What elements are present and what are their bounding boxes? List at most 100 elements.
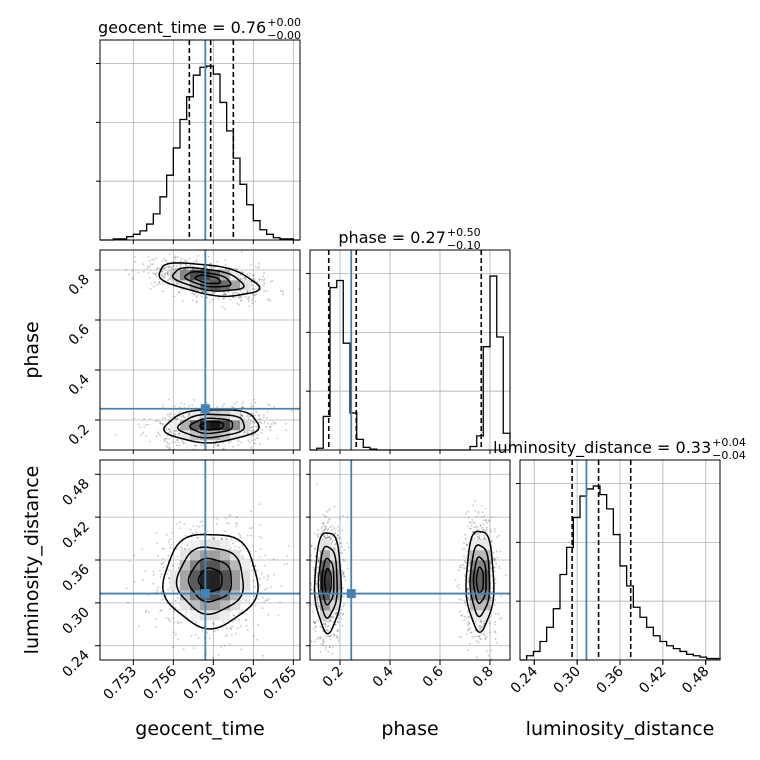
sample-point	[313, 533, 316, 535]
density-cell	[230, 570, 241, 581]
sample-point	[192, 299, 195, 302]
sample-point	[480, 505, 483, 507]
sample-point	[479, 637, 481, 640]
sample-point	[322, 514, 325, 517]
sample-point	[195, 259, 198, 262]
sample-point	[329, 534, 332, 536]
sample-point	[156, 589, 158, 591]
sample-point	[166, 443, 169, 445]
sample-point	[460, 636, 462, 639]
sample-point	[157, 281, 160, 284]
sample-point	[191, 404, 194, 406]
contour-line	[184, 270, 232, 288]
sample-point	[189, 264, 192, 267]
sample-point	[314, 547, 317, 550]
sample-point	[253, 429, 256, 432]
sample-point	[308, 632, 310, 634]
sample-point	[291, 409, 294, 412]
sample-point	[174, 599, 177, 602]
sample-point	[316, 638, 319, 641]
sample-point	[162, 561, 165, 564]
sample-point	[238, 546, 241, 549]
sample-point	[152, 272, 155, 275]
sample-point	[490, 613, 493, 616]
sample-point	[161, 598, 164, 601]
sample-point	[325, 527, 327, 530]
sample-point	[163, 277, 166, 279]
title-upper-error: +0.00	[267, 16, 301, 29]
sample-point	[228, 441, 230, 444]
sample-point	[188, 257, 191, 260]
sample-point	[152, 582, 154, 585]
sample-point	[329, 536, 332, 538]
sample-point	[240, 648, 243, 651]
sample-point	[316, 599, 319, 602]
sample-point	[265, 425, 267, 428]
sample-point	[143, 426, 146, 428]
density-cell	[190, 420, 201, 431]
sample-point	[170, 436, 173, 439]
sample-point	[248, 272, 251, 275]
density-cell	[170, 270, 181, 281]
sample-point	[485, 528, 488, 531]
sample-point	[195, 621, 197, 624]
sample-point	[481, 526, 483, 529]
sample-point	[463, 542, 465, 545]
sample-point	[481, 511, 484, 514]
sample-point	[307, 567, 309, 569]
sample-point	[255, 411, 258, 413]
sample-point	[314, 622, 317, 624]
sample-point	[466, 649, 469, 651]
x-tick-label: 0.8	[470, 664, 497, 691]
sample-point	[225, 538, 228, 541]
sample-point	[246, 432, 249, 435]
sample-point	[323, 529, 326, 532]
sample-point	[325, 645, 327, 648]
sample-point	[179, 266, 182, 268]
sample-point	[500, 617, 503, 619]
sample-point	[156, 267, 159, 270]
sample-point	[313, 560, 316, 562]
sample-point	[242, 400, 245, 403]
sample-point	[171, 531, 174, 534]
sample-point	[173, 433, 176, 435]
sample-point	[490, 649, 493, 652]
sample-point	[183, 547, 186, 550]
sample-point	[232, 293, 234, 296]
sample-point	[229, 513, 232, 516]
sample-point	[234, 291, 237, 294]
sample-point	[250, 412, 253, 415]
sample-point	[182, 648, 185, 651]
sample-point	[336, 534, 339, 537]
sample-point	[263, 576, 265, 579]
sample-point	[214, 291, 216, 294]
sample-point	[326, 510, 328, 513]
sample-point	[188, 405, 191, 407]
density-cell	[480, 580, 491, 591]
density-cell	[320, 550, 331, 561]
sample-point	[469, 627, 472, 629]
sample-point	[311, 560, 313, 562]
sample-point	[260, 422, 263, 424]
sample-point	[238, 611, 241, 614]
sample-point	[483, 519, 485, 522]
contour-line	[199, 420, 225, 431]
sample-point	[168, 413, 171, 415]
sample-point	[251, 434, 254, 436]
sample-point	[317, 636, 320, 639]
y-axis-label: phase	[21, 321, 43, 378]
sample-point	[168, 577, 171, 580]
sample-point	[466, 628, 469, 631]
sample-point	[325, 516, 328, 518]
density-cell	[190, 410, 201, 421]
sample-point	[494, 528, 496, 531]
sample-point	[223, 447, 225, 450]
sample-point	[467, 597, 469, 599]
sample-point	[465, 556, 467, 559]
sample-point	[259, 584, 261, 587]
sample-point	[499, 550, 502, 553]
sample-point	[266, 410, 269, 413]
sample-point	[159, 422, 162, 425]
sample-point	[226, 634, 229, 636]
truth-marker	[200, 404, 210, 414]
